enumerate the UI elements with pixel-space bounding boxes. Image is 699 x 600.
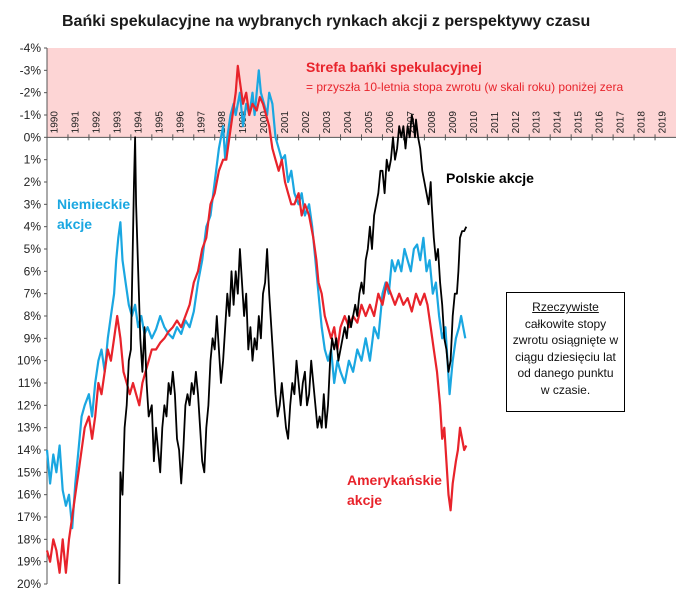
x-tick-label: 2006	[385, 111, 396, 134]
y-tick-label: 17%	[17, 510, 41, 524]
note-line2: całkowite stopy	[524, 316, 607, 331]
note-line1: Rzeczywiste	[532, 300, 599, 314]
series-line-0	[45, 69, 467, 530]
y-tick-label: 8%	[24, 309, 42, 323]
y-tick-label: -4%	[20, 41, 42, 55]
y-tick-label: 19%	[17, 555, 41, 569]
y-tick-label: 0%	[24, 130, 42, 144]
x-tick-label: 2015	[574, 111, 585, 134]
series-label-germany-line1: Niemieckie	[57, 196, 131, 212]
y-tick-label: 6%	[24, 264, 42, 278]
x-tick-label: 2017	[616, 111, 627, 134]
x-tick-label: 2000	[259, 111, 270, 134]
x-tick-label: 2019	[658, 111, 669, 134]
y-tick-label: 9%	[24, 331, 42, 345]
x-tick-label: 1993	[112, 111, 123, 134]
note-line5: od danego punktu	[517, 366, 614, 380]
y-tick-label: 13%	[17, 421, 41, 435]
bubble-zone-title: Strefa bańki spekulacyjnej	[306, 59, 482, 75]
series-label-usa-line2: akcje	[347, 492, 383, 508]
note-line4: ciągu dziesięciu lat	[515, 349, 616, 364]
y-tick-label: -2%	[20, 86, 42, 100]
y-tick-label: 18%	[17, 532, 41, 546]
bubble-zone-subtitle: = przyszła 10-letnia stopa zwrotu (w ska…	[306, 80, 624, 94]
x-tick-label: 2001	[280, 111, 291, 134]
series-label-usa: Amerykańskie akcje	[347, 470, 442, 510]
note-line3: zwrotu osiągnięte w	[512, 333, 619, 347]
x-tick-label: 1992	[91, 111, 102, 134]
x-tick-label: 1990	[50, 111, 61, 134]
note-box: Rzeczywiste całkowite stopy zwrotu osiąg…	[506, 292, 625, 412]
y-tick-label: 16%	[17, 488, 41, 502]
y-tick-label: 15%	[17, 465, 41, 479]
x-tick-label: 1991	[70, 111, 81, 134]
x-tick-label: 2002	[301, 111, 312, 134]
y-tick-label: 14%	[17, 443, 41, 457]
series-label-usa-line1: Amerykańskie	[347, 472, 442, 488]
y-tick-label: 11%	[18, 376, 41, 390]
x-tick-label: 2003	[322, 111, 333, 134]
y-tick-label: -1%	[20, 108, 42, 122]
bubble-zone-shading	[47, 48, 676, 138]
y-tick-label: 12%	[17, 398, 41, 412]
x-tick-label: 2014	[553, 111, 564, 134]
x-tick-label: 1998	[217, 111, 228, 134]
x-tick-label: 2012	[511, 111, 522, 134]
series-label-germany-line2: akcje	[57, 216, 93, 232]
y-tick-label: 2%	[24, 175, 42, 189]
y-tick-label: 10%	[17, 354, 41, 368]
y-tick-label: 3%	[24, 197, 42, 211]
x-tick-label: 2009	[448, 111, 459, 134]
x-tick-label: 1997	[196, 111, 207, 134]
x-tick-label: 2013	[532, 111, 543, 134]
y-tick-label: 1%	[24, 153, 42, 167]
y-tick-label: 5%	[24, 242, 42, 256]
note-line6: w czasie.	[540, 382, 591, 397]
y-tick-label: 20%	[17, 577, 41, 591]
x-tick-label: 2005	[364, 111, 375, 134]
x-tick-label: 2004	[343, 111, 354, 134]
y-tick-label: -3%	[20, 63, 42, 77]
series-label-germany: Niemieckie akcje	[57, 194, 130, 234]
x-tick-label: 2008	[427, 111, 438, 134]
y-tick-label: 4%	[24, 220, 42, 234]
x-tick-label: 1995	[154, 111, 165, 134]
x-tick-label: 2018	[637, 111, 648, 134]
chart-title: Bańki spekulacyjne na wybranych rynkach …	[62, 13, 591, 30]
x-tick-label: 2016	[595, 111, 606, 134]
x-tick-label: 2011	[490, 111, 501, 133]
y-tick-label: 7%	[24, 287, 42, 301]
x-tick-label: 1994	[133, 111, 144, 134]
series-label-poland: Polskie akcje	[446, 170, 534, 186]
series-line-1	[45, 64, 468, 574]
series-line-2	[118, 114, 468, 585]
x-tick-label: 2010	[469, 111, 480, 134]
x-tick-label: 1996	[175, 111, 186, 134]
